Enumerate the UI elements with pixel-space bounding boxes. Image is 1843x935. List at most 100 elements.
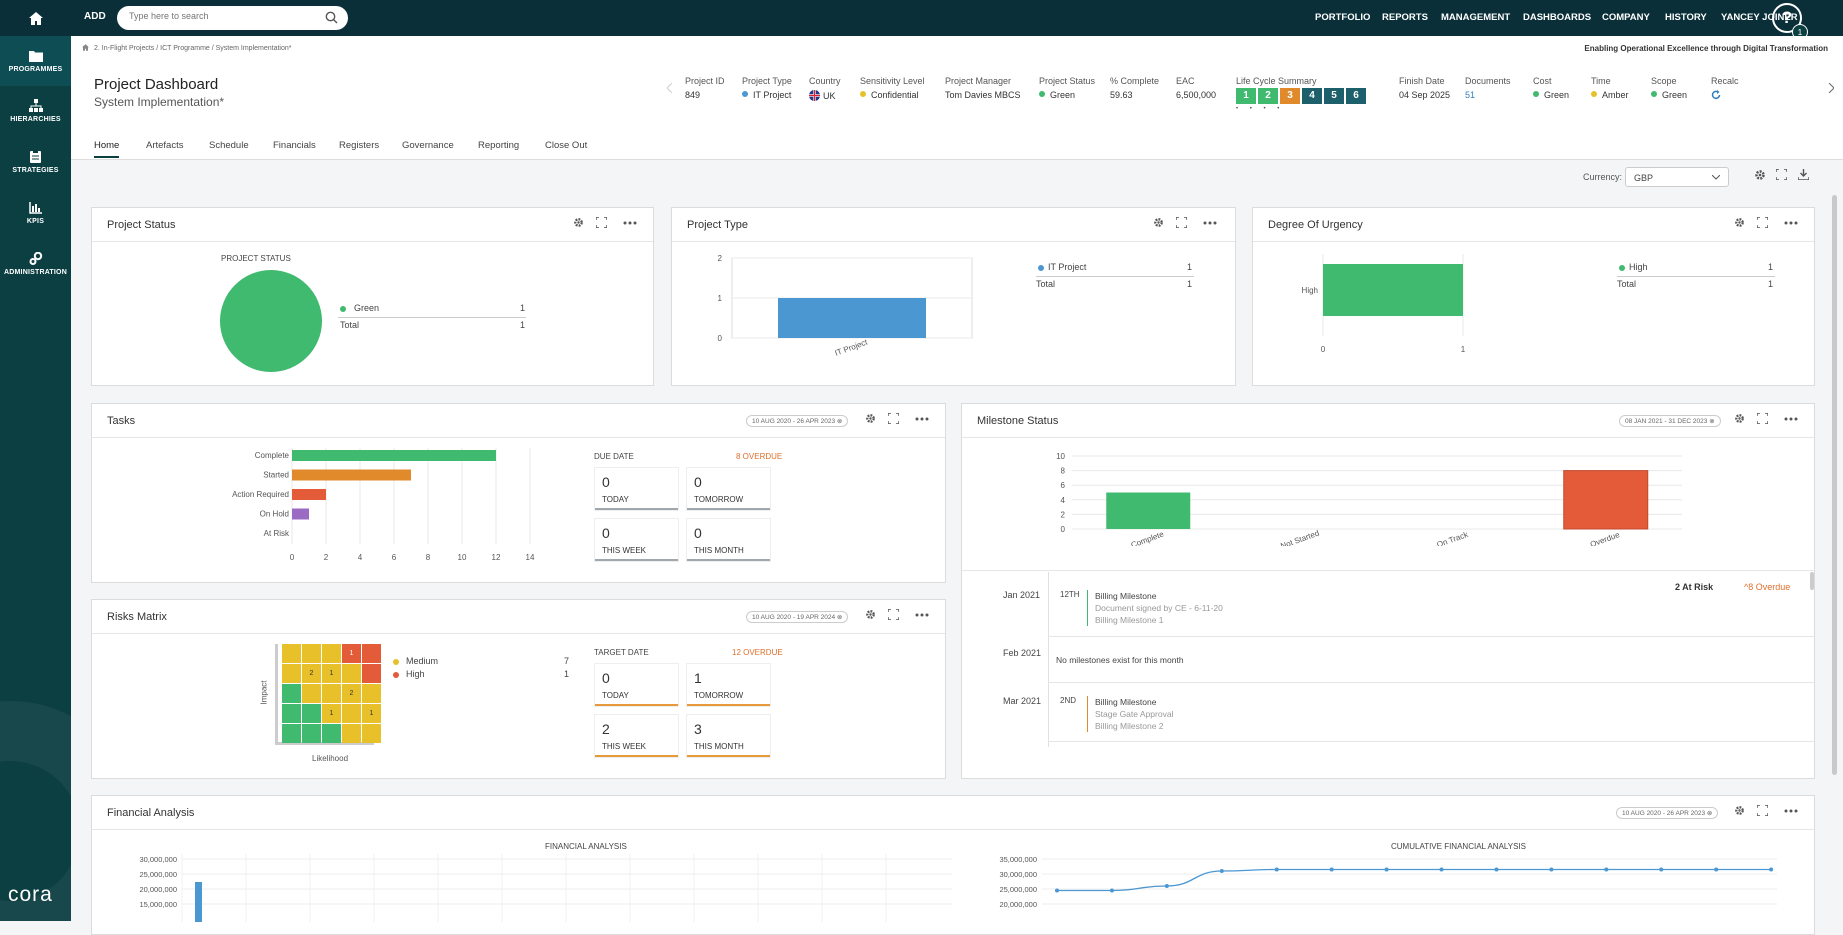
risk-tile-this-month[interactable]: 3 THIS MONTH	[687, 715, 770, 757]
milestone-bar-complete[interactable]	[1106, 492, 1191, 530]
risk-cell[interactable]	[342, 664, 361, 683]
lifecycle-stage-3[interactable]: 3	[1280, 88, 1300, 104]
more-icon[interactable]	[1784, 221, 1798, 225]
milestone-bar-overdue[interactable]	[1563, 470, 1649, 530]
header-scroll-left-icon[interactable]	[667, 83, 673, 93]
fullscreen-icon[interactable]	[596, 217, 607, 228]
risk-cell[interactable]	[322, 644, 341, 663]
risk-cell[interactable]	[322, 684, 341, 703]
risk-tile-today[interactable]: 0 TODAY	[595, 664, 678, 706]
bar-high[interactable]	[1323, 264, 1463, 316]
risk-cell[interactable]: 1	[322, 664, 341, 683]
cumulative-point[interactable]	[1109, 888, 1114, 893]
gear-icon[interactable]	[573, 217, 584, 228]
risk-cell[interactable]: 2	[302, 664, 321, 683]
bar-it-project[interactable]	[778, 298, 926, 338]
task-tile-this-month[interactable]: 0 THIS MONTH	[687, 519, 770, 561]
risk-tile-this-week[interactable]: 2 THIS WEEK	[595, 715, 678, 757]
cumulative-point[interactable]	[1329, 867, 1334, 872]
home-button[interactable]	[0, 0, 71, 36]
date-range-filter[interactable]: 08 JAN 2021 - 31 DEC 2023 ⊗	[1619, 415, 1721, 427]
sidebar-item-strategies[interactable]: STRATEGIES	[0, 137, 71, 187]
fullscreen-icon[interactable]	[888, 609, 899, 620]
nav-user-menu[interactable]: YANCEY JOINER	[1721, 12, 1798, 23]
risk-cell[interactable]	[342, 704, 361, 723]
financial-bar[interactable]	[195, 882, 202, 922]
risk-cell[interactable]: 1	[322, 704, 341, 723]
nav-dashboards[interactable]: DASHBOARDS	[1523, 12, 1592, 23]
header-scroll-right-icon[interactable]	[1828, 83, 1834, 93]
nav-company[interactable]: COMPANY	[1602, 12, 1650, 23]
tab-home[interactable]: Home	[94, 140, 120, 158]
risk-cell[interactable]	[362, 684, 381, 703]
cumulative-point[interactable]	[1439, 867, 1444, 872]
cumulative-point[interactable]	[1384, 867, 1389, 872]
risk-tile-tomorrow[interactable]: 1 TOMORROW	[687, 664, 770, 706]
risk-cell[interactable]	[282, 724, 301, 743]
home-icon[interactable]	[82, 44, 89, 51]
risk-cell[interactable]: 2	[342, 684, 361, 703]
milestone-list-scrollbar[interactable]	[1810, 572, 1814, 590]
gear-icon[interactable]	[1153, 217, 1164, 228]
more-icon[interactable]	[915, 417, 929, 421]
cumulative-point[interactable]	[1659, 867, 1664, 872]
risk-cell[interactable]	[302, 724, 321, 743]
risk-cell[interactable]	[362, 664, 381, 683]
risk-cell[interactable]	[302, 704, 321, 723]
page-scrollbar[interactable]	[1832, 195, 1837, 775]
currency-select[interactable]: GBP	[1625, 167, 1729, 187]
nav-history[interactable]: HISTORY	[1665, 12, 1707, 23]
refresh-icon[interactable]	[1711, 90, 1721, 100]
risk-cell[interactable]	[362, 644, 381, 663]
risk-cell[interactable]: 1	[362, 704, 381, 723]
tab-artefacts[interactable]: Artefacts	[146, 140, 184, 151]
overdue-count[interactable]: 8 OVERDUE	[736, 452, 783, 461]
fullscreen-icon[interactable]	[1776, 169, 1787, 180]
date-range-filter[interactable]: 10 AUG 2020 - 26 APR 2023 ⊗	[1616, 807, 1719, 819]
cumulative-point[interactable]	[1219, 869, 1224, 873]
lifecycle-stage-6[interactable]: 6	[1346, 88, 1366, 104]
sidebar-item-administration[interactable]: ADMINISTRATION	[0, 239, 71, 289]
gear-icon[interactable]	[865, 413, 876, 424]
pie-slice-green[interactable]	[220, 270, 322, 372]
risk-cell[interactable]	[302, 644, 321, 663]
documents-link[interactable]: 51	[1465, 90, 1476, 100]
risk-cell[interactable]	[362, 724, 381, 743]
at-risk-count[interactable]: 2 At Risk	[1675, 582, 1714, 592]
cumulative-point[interactable]	[1604, 867, 1609, 872]
cumulative-point[interactable]	[1769, 867, 1774, 872]
risk-cell[interactable]	[282, 684, 301, 703]
cumulative-point[interactable]	[1164, 884, 1169, 888]
task-tile-today[interactable]: 0 TODAY	[595, 468, 678, 510]
tab-reporting[interactable]: Reporting	[478, 140, 520, 151]
more-icon[interactable]	[1784, 417, 1798, 421]
gear-icon[interactable]	[1734, 217, 1745, 228]
fullscreen-icon[interactable]	[1757, 413, 1768, 424]
gear-icon[interactable]	[1734, 805, 1745, 816]
risk-cell[interactable]	[322, 724, 341, 743]
fullscreen-icon[interactable]	[1176, 217, 1187, 228]
fullscreen-icon[interactable]	[888, 413, 899, 424]
sidebar-item-kpis[interactable]: KPIS	[0, 188, 71, 238]
risk-cell[interactable]	[342, 724, 361, 743]
sidebar-item-programmes[interactable]: PROGRAMMES	[0, 36, 71, 86]
tab-financials[interactable]: Financials	[273, 140, 316, 151]
risk-cell[interactable]: 1	[342, 644, 361, 663]
risk-cell[interactable]	[282, 704, 301, 723]
risk-cell[interactable]	[302, 684, 321, 703]
nav-portfolio[interactable]: PORTFOLIO	[1315, 12, 1371, 23]
lifecycle-stage-4[interactable]: 4	[1302, 88, 1322, 104]
more-icon[interactable]	[623, 221, 637, 225]
risk-cell[interactable]	[282, 664, 301, 683]
nav-reports[interactable]: REPORTS	[1382, 12, 1428, 23]
task-tile-tomorrow[interactable]: 0 TOMORROW	[687, 468, 770, 510]
cumulative-point[interactable]	[1274, 867, 1279, 872]
task-tile-this-week[interactable]: 0 THIS WEEK	[595, 519, 678, 561]
meta-value[interactable]: Tom Davies MBCS	[945, 90, 1021, 100]
cumulative-point[interactable]	[1549, 867, 1554, 872]
tab-close-out[interactable]: Close Out	[545, 140, 588, 151]
task-bar-complete[interactable]	[292, 450, 496, 461]
gear-icon[interactable]	[1734, 413, 1745, 424]
breadcrumb-path[interactable]: 2. In-Flight Projects / ICT Programme / …	[94, 45, 292, 52]
cumulative-point[interactable]	[1714, 867, 1719, 872]
